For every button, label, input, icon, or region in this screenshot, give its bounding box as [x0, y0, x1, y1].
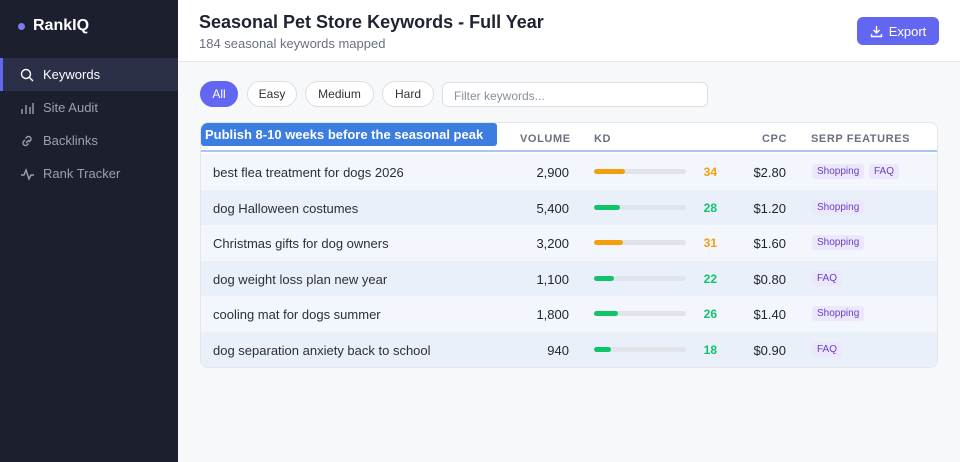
cpc: $0.80: [753, 271, 786, 287]
column-header: KD: [594, 133, 612, 145]
serp-tag: Shopping: [812, 199, 865, 215]
kd-bar: [594, 204, 620, 210]
nav-label: Backlinks: [43, 133, 98, 148]
sidebar: RankIQ Keywords Site Audit Backlinks Rank T…: [0, 0, 178, 462]
kd-bar: [594, 275, 615, 281]
volume: 1,800: [536, 307, 569, 322]
keyword: Christmas gifts for dog owners: [213, 236, 389, 251]
brand-name: RankIQ: [33, 17, 90, 34]
nav-item[interactable]: Rank Tracker: [0, 157, 178, 190]
table-row[interactable]: dog Halloween costumes 5,400 28 $1.20 Shoppi…: [201, 189, 937, 225]
nav-label: Keywords: [43, 67, 101, 82]
keyword: cooling mat for dogs summer: [213, 307, 381, 322]
serp-tag: Shopping: [812, 235, 865, 250]
kd-value: 31: [703, 236, 717, 250]
keyword: dog weight loss plan new year: [213, 271, 388, 287]
cpc: $1.40: [753, 307, 786, 322]
filter-pill[interactable]: All: [200, 81, 238, 107]
serp-tag: Shopping: [812, 306, 865, 321]
cpc: $2.80: [753, 165, 786, 180]
filter-pill[interactable]: Easy: [247, 81, 297, 107]
filter-pill[interactable]: Medium: [305, 81, 374, 107]
volume: 3,200: [536, 236, 569, 251]
header-rule: [201, 150, 937, 152]
kd-value: 18: [703, 342, 717, 357]
serp-tag: FAQ: [812, 341, 843, 357]
cpc: $1.60: [753, 236, 786, 251]
kd-track: [594, 275, 686, 281]
kd-bar: [594, 240, 623, 245]
keyword: best flea treatment for dogs 2026: [213, 165, 404, 180]
kd-bar: [594, 346, 611, 352]
nav-item[interactable]: Site Audit: [0, 91, 178, 124]
export-label: Export: [888, 23, 927, 39]
serp-tag: Shopping: [812, 164, 865, 179]
cpc: $0.90: [753, 342, 786, 358]
column-header: SERP FEATURES: [811, 133, 911, 145]
kd-track: [594, 346, 686, 352]
kd-track: [594, 240, 686, 245]
column-header: VOLUME: [520, 133, 571, 145]
nav-label: Rank Tracker: [43, 166, 121, 181]
nav-label: Site Audit: [43, 100, 98, 115]
export-button[interactable]: Export: [857, 17, 939, 45]
kd-bar: [594, 311, 618, 316]
cpc: $1.20: [753, 200, 786, 216]
kd-value: 28: [703, 200, 717, 215]
kd-value: 34: [703, 165, 717, 179]
volume: 5,400: [536, 200, 569, 216]
volume: 1,100: [536, 271, 569, 287]
table-row[interactable]: best flea treatment for dogs 2026 2,900 34…: [201, 154, 937, 190]
brand: RankIQ: [18, 17, 89, 35]
search-input[interactable]: Filter keywords...: [442, 82, 708, 107]
table-row[interactable]: Christmas gifts for dog owners 3,200 31 $1.…: [201, 225, 937, 261]
volume: 2,900: [536, 165, 569, 180]
kd-bar: [594, 169, 626, 174]
subtitle: 184 seasonal keywords mapped: [199, 36, 386, 51]
kd-value: 26: [703, 307, 717, 321]
tooltip: Publish 8-10 weeks before the seasonal p…: [201, 123, 497, 146]
kd-track: [594, 204, 686, 210]
keyword-table: VOLUME KD CPC SERP FEATURES Publish 8-10…: [200, 122, 938, 368]
keyword: dog separation anxiety back to school: [213, 342, 431, 358]
column-header: CPC: [762, 133, 788, 145]
table-row[interactable]: dog weight loss plan new year 1,100 22 $0.8…: [201, 260, 937, 296]
nav-item[interactable]: Backlinks: [0, 124, 178, 157]
nav-item[interactable]: Keywords: [0, 58, 178, 91]
serp-tag: FAQ: [812, 270, 843, 286]
kd-value: 22: [703, 271, 717, 286]
table-row[interactable]: dog separation anxiety back to school 940…: [201, 331, 937, 367]
volume: 940: [547, 342, 569, 358]
kd-track: [594, 311, 686, 316]
header: Seasonal Pet Store Keywords - Full Year …: [178, 0, 960, 62]
keyword: dog Halloween costumes: [213, 200, 359, 216]
filter-pill[interactable]: Hard: [382, 81, 434, 107]
page-title: Seasonal Pet Store Keywords - Full Year: [199, 12, 544, 32]
kd-track: [594, 169, 686, 174]
table-row[interactable]: cooling mat for dogs summer 1,800 26 $1.40 S…: [201, 296, 937, 332]
serp-tag: FAQ: [869, 164, 900, 179]
